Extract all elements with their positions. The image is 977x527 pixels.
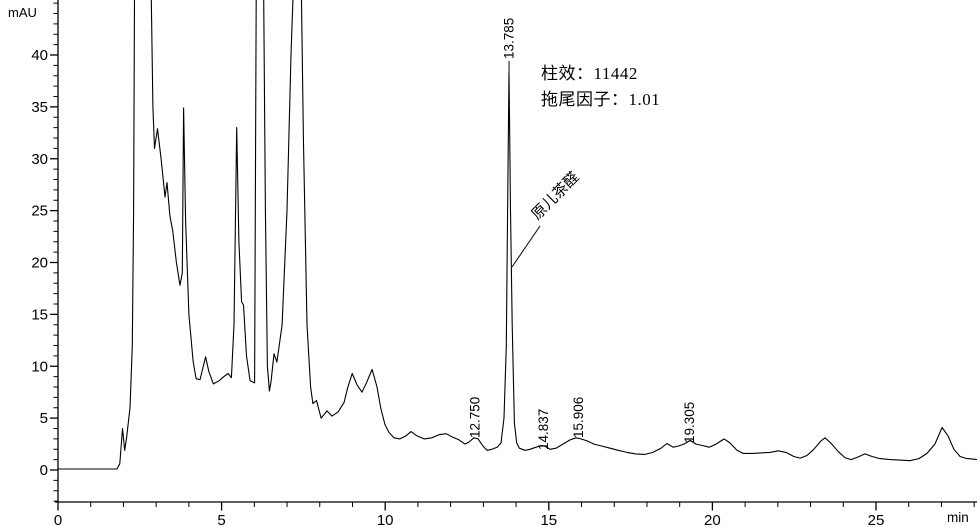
x-axis-unit-label: min	[947, 510, 969, 525]
compound-leader-line	[511, 225, 541, 268]
peak-retention-time-label: 14.837	[536, 409, 551, 450]
trace-chromatogram-trace	[58, 0, 977, 470]
y-tick-label: 15	[31, 306, 48, 323]
y-tick-label: 10	[31, 358, 48, 375]
x-tick-label: 25	[868, 512, 885, 527]
y-tick-label: 20	[31, 255, 48, 272]
y-tick-label: 25	[31, 203, 48, 220]
x-tick-label: 20	[704, 512, 721, 527]
y-axis-unit-label: mAU	[8, 5, 37, 20]
y-tick-label: 5	[40, 410, 48, 427]
peak-retention-time-label: 13.785	[502, 18, 517, 59]
peak-retention-time-label: 15.906	[571, 397, 586, 438]
y-tick-label: 0	[40, 462, 48, 479]
peak-retention-time-label: 19.305	[682, 402, 697, 443]
y-tick-label: 40	[31, 47, 48, 64]
x-tick-label: 15	[540, 512, 557, 527]
x-tick-label: 0	[54, 512, 62, 527]
y-tick-label: 35	[31, 99, 48, 116]
x-tick-label: 10	[377, 512, 394, 527]
column-efficiency-annotation: 柱效：11442	[541, 64, 638, 83]
peak-retention-time-label: 12.750	[468, 397, 483, 438]
y-tick-label: 30	[31, 151, 48, 168]
tailing-factor-annotation: 拖尾因子：1.01	[541, 90, 661, 109]
x-tick-label: 5	[217, 512, 225, 527]
